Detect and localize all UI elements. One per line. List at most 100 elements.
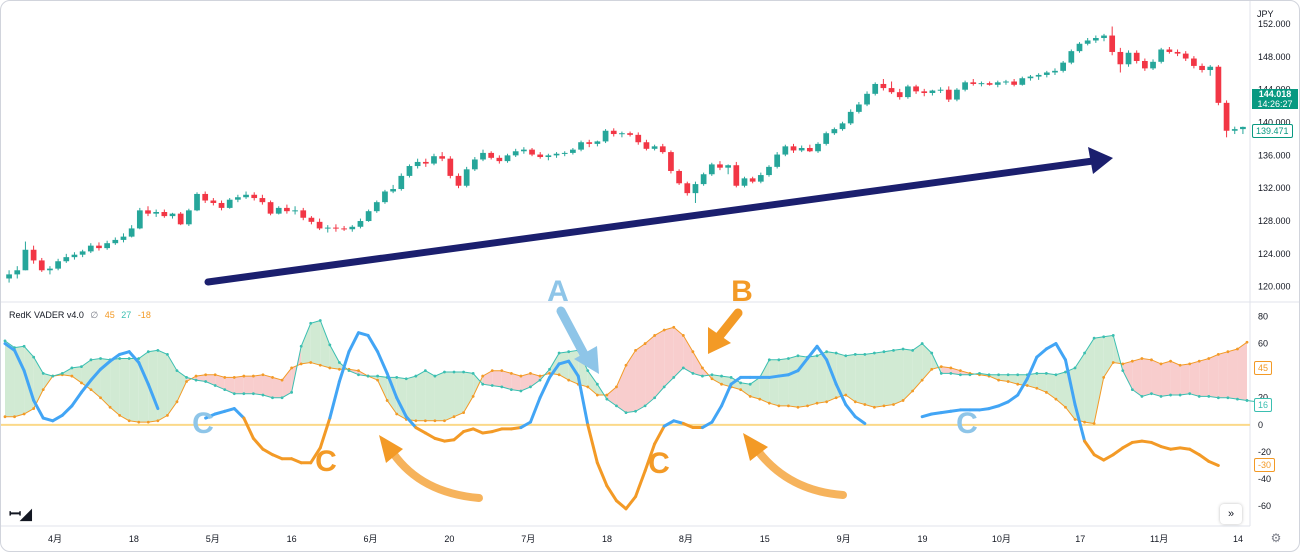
indicator-fill [482,370,493,386]
candle-body [292,210,298,212]
candle-body [480,152,486,160]
series-45-point [1111,361,1115,364]
series-45-point [777,404,781,408]
candle-body [978,83,985,85]
indicator-fill [903,348,913,401]
indicator-fill [1065,367,1076,420]
indicator-legend[interactable]: RedK VADER v4.0 ∅ 45 27 -18 [9,310,151,321]
hide-indicator-icon[interactable]: ∅ [90,310,99,320]
candle-body [210,200,217,203]
series-27-segment [643,442,657,473]
series-45-point [89,388,93,392]
candle-body [806,147,813,152]
indicator-fill [1046,373,1056,400]
series-16-point [720,374,723,378]
series-45-point [309,361,313,364]
series-45-point [146,420,150,424]
indicator-fill [559,351,569,381]
series-45-point [213,373,217,377]
candle-body [823,133,830,144]
scroll-to-realtime-button[interactable]: » [1220,504,1242,524]
series-27-segment [242,416,255,440]
time-tick-label: 18 [602,534,612,544]
indicator-fill [817,351,827,404]
series-16-point [748,382,752,386]
candle-body [1011,81,1017,85]
candle-body [610,130,617,135]
candle-body [888,88,895,93]
price-tick-label: 136.000 [1258,150,1291,160]
candle-body [659,146,666,153]
series-27-segment [509,426,523,431]
series-27-segment [767,374,781,379]
indicator-value-net: -18 [137,310,151,320]
indicator-fill [243,376,254,394]
countdown-value: 14:26:27 [1257,99,1293,109]
series-16-point [175,369,179,373]
indicator-fill [883,350,894,406]
settings-button[interactable]: ⚙ [1267,529,1285,547]
indicator-net-tag: -30 [1254,458,1276,472]
series-27-segment [1111,446,1125,457]
candle-body [471,159,478,170]
series-45-point [806,404,809,408]
candle-body [145,210,151,214]
series-27-segment [557,359,571,366]
series-45-point [1216,353,1220,356]
series-27-segment [404,415,418,430]
candle-body [488,152,495,158]
series-45-point [118,413,122,417]
indicator-fill [454,372,464,417]
series-45-point [13,415,16,419]
candle-body [529,149,535,155]
indicator-fill [606,386,617,406]
series-16-point [930,351,934,355]
series-16-point [643,404,647,408]
series-27-segment [614,499,628,511]
series-45-point [137,420,141,424]
tradingview-logo-icon[interactable]: ꟷ◢ [9,506,32,523]
annotation-c-arrow-2 [754,447,847,499]
series-45-point [1092,422,1096,425]
series-45-point [825,400,829,404]
series-27-segment [328,379,341,420]
candle-body [954,89,960,100]
series-27-segment [997,400,1010,408]
candle-body [349,226,356,230]
series-16-point [60,371,64,375]
series-45-point [433,419,437,423]
series-27-segment [1063,358,1077,407]
indicator-fill [1141,358,1152,397]
series-16-point [844,354,848,358]
indicator-fill [616,365,626,413]
series-45-point [538,374,542,378]
candle-body [651,146,658,149]
candle-body [896,92,903,98]
series-16-point [204,380,208,383]
series-27-segment [1197,453,1211,463]
series-16-point [252,392,255,396]
annotation-b-arrowhead [708,327,731,354]
series-27-segment [1083,439,1096,457]
series-45-point [1121,362,1125,366]
last-price-tag: 144.018 14:26:27 [1252,89,1298,109]
series-16-point [605,397,609,401]
series-27-segment [786,369,800,377]
series-16-point [825,350,829,354]
candle-body [1068,51,1075,63]
series-27-segment [1149,440,1163,449]
series-16-point [1236,397,1239,401]
series-45-point [290,366,294,370]
series-16-point [710,373,714,377]
series-16-point [1188,392,1192,396]
series-27-segment [3,342,17,352]
indicator-fill [1084,338,1095,424]
candle-body [684,183,691,194]
indicator-fill [759,359,770,404]
series-16-point [261,393,265,397]
series-27-segment [548,362,561,379]
series-16-point [1245,399,1249,402]
series-16-point [376,374,379,378]
indicator-fill [272,377,283,398]
